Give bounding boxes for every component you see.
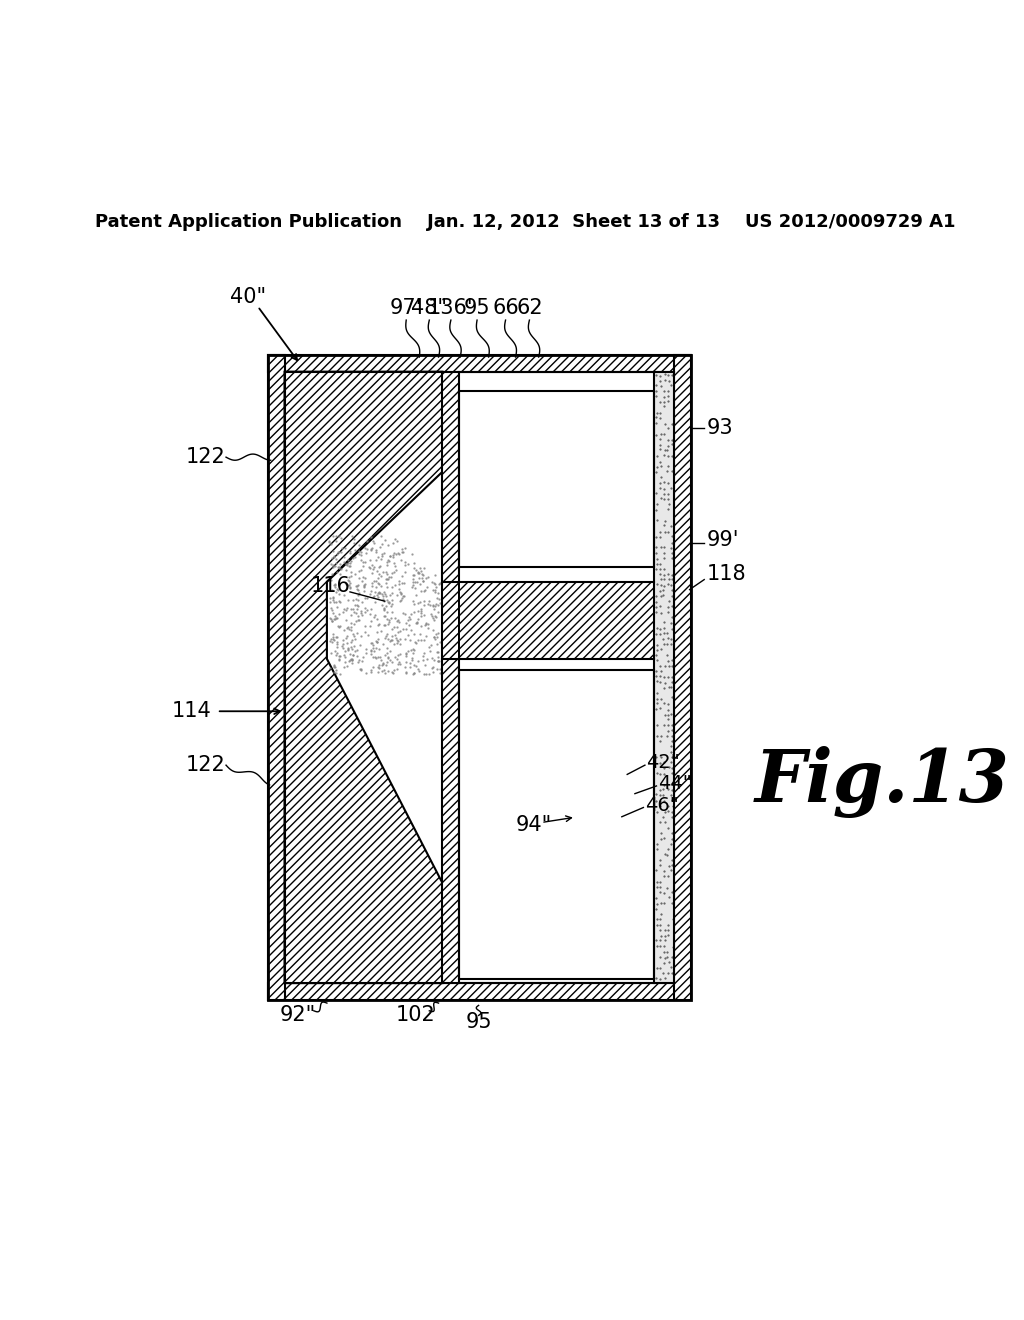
Text: Patent Application Publication    Jan. 12, 2012  Sheet 13 of 13    US 2012/00097: Patent Application Publication Jan. 12, … bbox=[94, 213, 955, 231]
Bar bbox=[654, 372, 674, 983]
Bar bbox=[674, 355, 691, 1001]
Bar bbox=[460, 671, 654, 979]
Bar bbox=[460, 582, 654, 659]
Text: 42": 42" bbox=[646, 754, 680, 772]
Text: 122: 122 bbox=[185, 755, 225, 775]
Text: 92": 92" bbox=[280, 1005, 315, 1024]
Text: 46": 46" bbox=[645, 796, 679, 814]
Bar bbox=[460, 391, 654, 566]
Text: 95: 95 bbox=[465, 1012, 492, 1032]
Text: 118: 118 bbox=[707, 564, 746, 585]
Polygon shape bbox=[285, 372, 442, 983]
Text: 93: 93 bbox=[707, 418, 733, 438]
Text: 62: 62 bbox=[516, 298, 543, 318]
Text: Fig.13: Fig.13 bbox=[755, 746, 1009, 818]
Text: 116: 116 bbox=[311, 576, 350, 595]
Text: 122: 122 bbox=[185, 447, 225, 467]
Bar bbox=[267, 355, 691, 1001]
Text: 114: 114 bbox=[172, 701, 211, 721]
Text: 136': 136' bbox=[428, 298, 474, 318]
Bar bbox=[267, 355, 285, 1001]
Bar bbox=[442, 372, 460, 983]
Text: 102: 102 bbox=[395, 1005, 435, 1024]
Text: 44": 44" bbox=[658, 774, 692, 793]
Text: 48": 48" bbox=[412, 298, 447, 318]
Text: 66: 66 bbox=[493, 298, 519, 318]
Text: 97': 97' bbox=[390, 298, 423, 318]
Text: 95: 95 bbox=[464, 298, 490, 318]
Text: 40": 40" bbox=[229, 286, 265, 308]
Bar bbox=[267, 983, 691, 1001]
Bar bbox=[267, 355, 691, 372]
Text: 94": 94" bbox=[515, 814, 552, 834]
Text: 99': 99' bbox=[707, 529, 739, 549]
